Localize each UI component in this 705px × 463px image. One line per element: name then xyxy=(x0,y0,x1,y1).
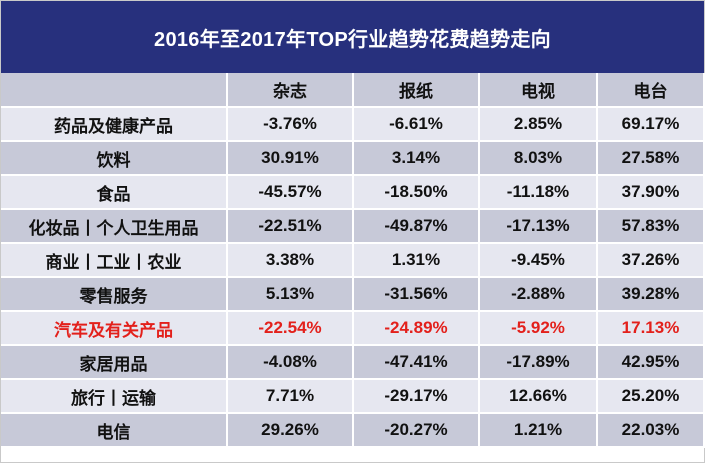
table-row: 食品 -45.57% -18.50% -11.18% 37.90% xyxy=(1,175,705,210)
header-row: 杂志 报纸 电视 电台 xyxy=(1,73,705,108)
row-label: 药品及健康产品 xyxy=(1,107,228,142)
table-cell: 3.14% xyxy=(353,141,480,176)
table-cell: -22.54% xyxy=(227,311,354,346)
table-cell: -18.50% xyxy=(353,175,480,210)
table-cell: 57.83% xyxy=(597,209,705,244)
table-cell: -49.87% xyxy=(353,209,480,244)
table-cell: -17.89% xyxy=(479,345,598,380)
table-cell: -2.88% xyxy=(479,277,598,312)
row-label: 饮料 xyxy=(1,141,228,176)
table-cell: 7.71% xyxy=(227,379,354,414)
table-row: 旅行丨运输 7.71% -29.17% 12.66% 25.20% xyxy=(1,379,705,414)
column-header-tv: 电视 xyxy=(479,73,598,108)
table-cell: 29.26% xyxy=(227,413,354,448)
table-row: 电信 29.26% -20.27% 1.21% 22.03% xyxy=(1,413,705,448)
table-row: 汽车及有关产品 -22.54% -24.89% -5.92% 17.13% xyxy=(1,311,705,346)
table-cell: 5.13% xyxy=(227,277,354,312)
column-header-magazine: 杂志 xyxy=(227,73,354,108)
column-header-newspaper: 报纸 xyxy=(353,73,480,108)
table-cell: 3.38% xyxy=(227,243,354,278)
table-cell: -22.51% xyxy=(227,209,354,244)
table-cell: 39.28% xyxy=(597,277,705,312)
table-cell: -3.76% xyxy=(227,107,354,142)
table-body: 药品及健康产品 -3.76% -6.61% 2.85% 69.17% 饮料 30.91% 3.… xyxy=(1,107,705,448)
table-cell: -17.13% xyxy=(479,209,598,244)
row-label: 商业丨工业丨农业 xyxy=(1,243,228,278)
table-cell: -5.92% xyxy=(479,311,598,346)
table-cell: 8.03% xyxy=(479,141,598,176)
table-cell: -24.89% xyxy=(353,311,480,346)
row-label: 食品 xyxy=(1,175,228,210)
table-cell: -11.18% xyxy=(479,175,598,210)
table-cell: -6.61% xyxy=(353,107,480,142)
table-cell: -4.08% xyxy=(227,345,354,380)
row-label: 家居用品 xyxy=(1,345,228,380)
table-cell: 1.21% xyxy=(479,413,598,448)
table-cell: 27.58% xyxy=(597,141,705,176)
row-label: 化妆品丨个人卫生用品 xyxy=(1,209,228,244)
column-header-radio: 电台 xyxy=(597,73,705,108)
table-row: 零售服务 5.13% -31.56% -2.88% 39.28% xyxy=(1,277,705,312)
table-cell: 2.85% xyxy=(479,107,598,142)
table-cell: 17.13% xyxy=(597,311,705,346)
table-cell: 69.17% xyxy=(597,107,705,142)
table-row: 药品及健康产品 -3.76% -6.61% 2.85% 69.17% xyxy=(1,107,705,142)
header-corner xyxy=(1,73,228,108)
table-cell: 42.95% xyxy=(597,345,705,380)
industry-spend-table: 杂志 报纸 电视 电台 药品及健康产品 -3.76% -6.61% 2.85% 69.1… xyxy=(1,73,705,448)
table-cell: 37.90% xyxy=(597,175,705,210)
table-title: 2016年至2017年TOP行业趋势花费趋势走向 xyxy=(1,1,704,73)
table-cell: 37.26% xyxy=(597,243,705,278)
table-cell: -20.27% xyxy=(353,413,480,448)
table-cell: 30.91% xyxy=(227,141,354,176)
table-cell: -45.57% xyxy=(227,175,354,210)
table-row: 商业丨工业丨农业 3.38% 1.31% -9.45% 37.26% xyxy=(1,243,705,278)
table-cell: -47.41% xyxy=(353,345,480,380)
table-cell: 25.20% xyxy=(597,379,705,414)
table-cell: 12.66% xyxy=(479,379,598,414)
table-cell: -9.45% xyxy=(479,243,598,278)
row-label: 电信 xyxy=(1,413,228,448)
row-label: 汽车及有关产品 xyxy=(1,311,228,346)
table-row: 家居用品 -4.08% -47.41% -17.89% 42.95% xyxy=(1,345,705,380)
table-row: 饮料 30.91% 3.14% 8.03% 27.58% xyxy=(1,141,705,176)
table-cell: 22.03% xyxy=(597,413,705,448)
row-label: 零售服务 xyxy=(1,277,228,312)
table-cell: -29.17% xyxy=(353,379,480,414)
table-cell: 1.31% xyxy=(353,243,480,278)
table-row: 化妆品丨个人卫生用品 -22.51% -49.87% -17.13% 57.83% xyxy=(1,209,705,244)
row-label: 旅行丨运输 xyxy=(1,379,228,414)
table-cell: -31.56% xyxy=(353,277,480,312)
